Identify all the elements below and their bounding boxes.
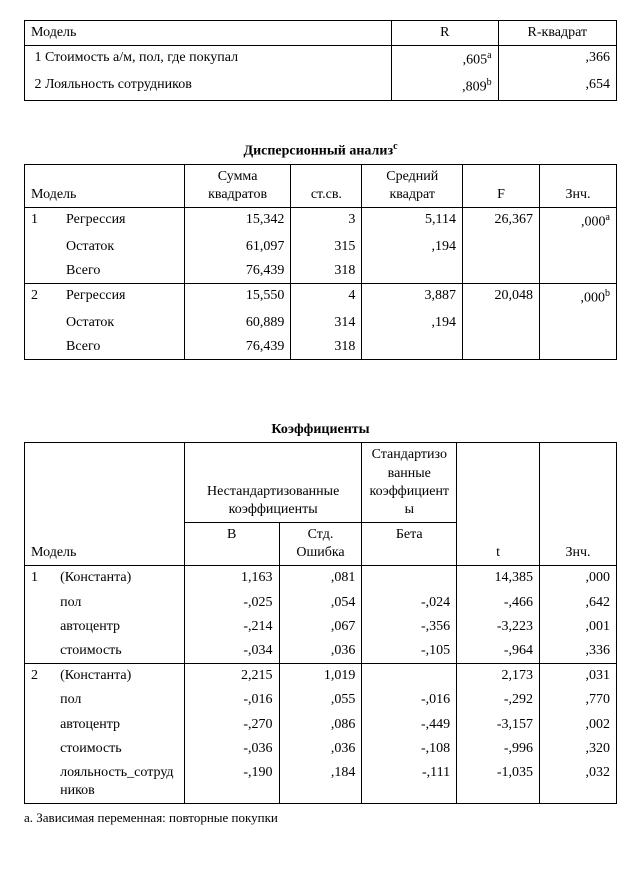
- table-row: 2Регрессия15,55043,88720,048,000b: [25, 284, 617, 311]
- table-row: Остаток60,889314,194: [25, 311, 617, 335]
- table-row: автоцентр-,214,067-,356-3,223,001: [25, 615, 617, 639]
- anova-table: МодельСумма квадратовст.св.Средний квадр…: [24, 164, 617, 361]
- model-summary-table: МодельRR-квадрат 1 Стоимость а/м, пол, г…: [24, 20, 617, 101]
- coef-title: Коэффициенты: [24, 422, 617, 438]
- table-row: Остаток61,097315,194: [25, 235, 617, 259]
- table-header-row: МодельСумма квадратовст.св.Средний квадр…: [25, 164, 617, 207]
- table-row: стоимость-,036,036-,108-,996,320: [25, 737, 617, 761]
- table-header-row: МодельRR-квадрат: [25, 21, 617, 46]
- table-row: 2 Лояльность сотрудников,809b,654: [25, 73, 617, 100]
- table-row: пол-,016,055-,016-,292,770: [25, 688, 617, 712]
- table-row: автоцентр-,270,086-,449-3,157,002: [25, 713, 617, 737]
- table-row: стоимость-,034,036-,105-,964,336: [25, 639, 617, 664]
- table-row: Всего76,439318: [25, 259, 617, 284]
- table-row: 1 Стоимость а/м, пол, где покупал,605a,3…: [25, 46, 617, 73]
- table-row: пол-,025,054-,024-,466,642: [25, 591, 617, 615]
- table-row: 1(Константа)1,163,08114,385,000: [25, 566, 617, 591]
- anova-title: Дисперсионный анализc: [24, 141, 617, 160]
- table-header-row: МодельНестандартизованные коэффициентыСт…: [25, 443, 617, 523]
- coefficients-table: МодельНестандартизованные коэффициентыСт…: [24, 442, 617, 804]
- table-row: Всего76,439318: [25, 335, 617, 360]
- table-row: лояльность_сотрудников-,190,184-,111-1,0…: [25, 761, 617, 804]
- table-row: 2(Константа)2,2151,0192,173,031: [25, 664, 617, 689]
- table-row: 1Регрессия15,34235,11426,367,000a: [25, 207, 617, 234]
- footnote-a: a. Зависимая переменная: повторные покуп…: [24, 810, 617, 826]
